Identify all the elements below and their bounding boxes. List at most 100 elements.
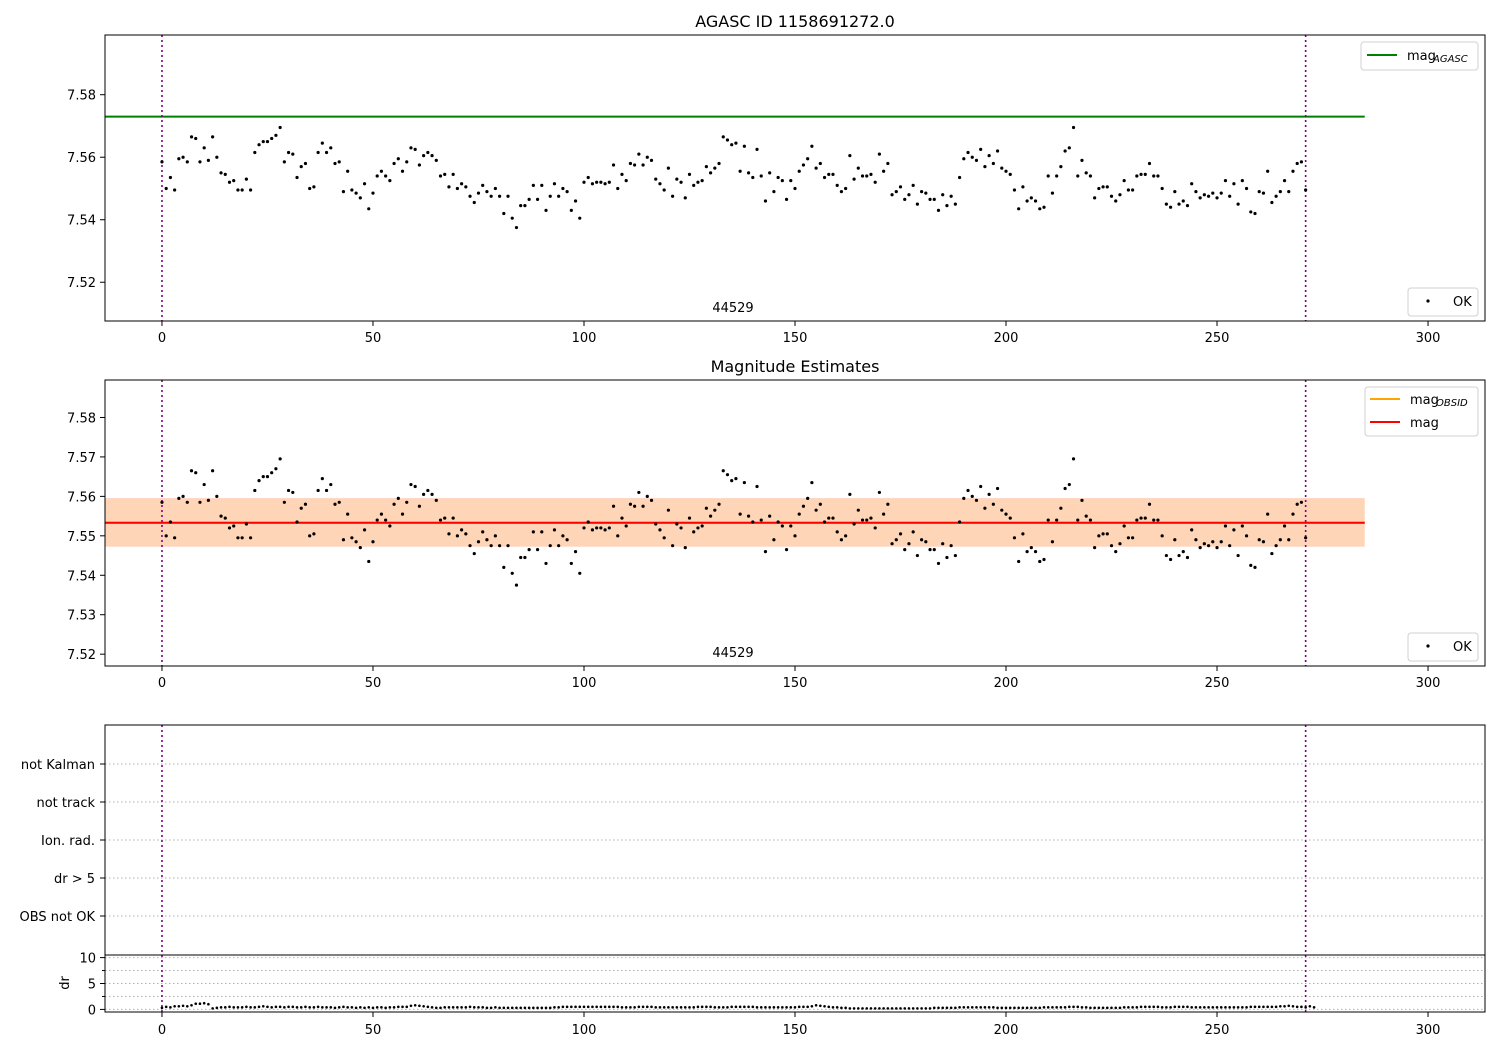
agasc-ok-point (557, 194, 561, 198)
magnitude-ok-point (1105, 532, 1109, 536)
magnitude-ok-point (206, 498, 210, 502)
magnitude-ok-point (227, 526, 232, 530)
magnitude-ok-point (506, 544, 510, 548)
agasc-ok-point (561, 186, 565, 191)
dr-point (228, 1005, 231, 1009)
magnitude-ok-point (388, 524, 392, 528)
agasc-ok-point (603, 182, 607, 186)
agasc-ok-point (257, 143, 261, 147)
magnitude-ok-point (784, 548, 789, 552)
magnitude-legend-ok: OK (1453, 640, 1472, 655)
dr-point (992, 1006, 995, 1009)
dr-point (481, 1006, 485, 1009)
dr-point (578, 1005, 582, 1009)
magnitude-ok-point (1304, 536, 1308, 540)
dr-point (979, 1006, 982, 1009)
agasc-ok-point (185, 160, 189, 164)
dr-point (536, 1006, 539, 1010)
agasc-ok-point (616, 186, 620, 191)
agasc-ok-point (198, 160, 202, 164)
agasc-legend-points: OK (1407, 287, 1479, 317)
magnitude-ok-point (633, 504, 637, 508)
agasc-xtick-label: 250 (1205, 331, 1230, 346)
agasc-ok-point (1270, 200, 1274, 205)
dr-point (1312, 1006, 1316, 1009)
agasc-ok-point (569, 208, 573, 212)
agasc-ok-point (607, 180, 611, 184)
dr-point (658, 1006, 662, 1009)
agasc-ok-point (278, 125, 282, 130)
dr-point (937, 1006, 940, 1010)
agasc-ok-point (1160, 186, 1164, 191)
agasc-ok-point (1202, 193, 1206, 197)
dr-point (287, 1005, 290, 1009)
magnitude-ok-point (814, 508, 818, 512)
magnitude-xtick-label: 200 (994, 676, 1019, 691)
agasc-ok-point (1055, 174, 1059, 178)
dr-point (1042, 1006, 1046, 1009)
magnitude-ok-point (211, 469, 215, 473)
agasc-ok-point (869, 172, 873, 177)
agasc-ok-point (219, 171, 223, 175)
magnitude-ok-point (1266, 512, 1270, 516)
magnitude-ok-point (1249, 563, 1253, 568)
magnitude-ok-point (1164, 553, 1168, 558)
flag-label: Ion. rad. (41, 834, 95, 849)
dr-point (1013, 1006, 1016, 1010)
magnitude-ok-point (400, 512, 405, 516)
magnitude-ok-point (894, 538, 898, 542)
magnitude-ok-point (384, 518, 388, 522)
magnitude-ok-point (434, 498, 438, 502)
magnitude-ok-point (645, 494, 649, 498)
dr-point (975, 1006, 978, 1009)
magnitude-ok-point (987, 492, 991, 496)
dr-point (861, 1007, 864, 1010)
magnitude-ok-point (346, 512, 350, 516)
dr-point (215, 1006, 219, 1010)
magnitude-ytick-label: 7.54 (67, 569, 96, 584)
magnitude-ok-point (1131, 536, 1135, 540)
agasc-ok-point (738, 169, 742, 173)
agasc-ok-point (995, 149, 1000, 153)
agasc-ok-point (822, 175, 827, 180)
dr-point (464, 1006, 468, 1009)
dr-point (430, 1006, 434, 1009)
dr-point (654, 1006, 658, 1009)
magnitude-ok-point (696, 526, 700, 530)
magnitude-ok-point (789, 524, 793, 528)
magnitude-ok-point (202, 482, 206, 487)
agasc-ok-point (586, 175, 590, 180)
agasc-ok-point (1168, 205, 1173, 209)
magnitude-ok-point (261, 475, 265, 479)
magnitude-ok-point (936, 561, 941, 566)
agasc-ok-point (898, 185, 903, 189)
agasc-ok-point (793, 186, 797, 191)
magnitude-ok-point (1173, 538, 1177, 542)
dr-point (683, 1006, 687, 1009)
magnitude-ok-point (962, 496, 966, 500)
dr-point (1017, 1006, 1020, 1010)
agasc-ok-point (624, 179, 628, 183)
magnitude-ok-point (831, 516, 835, 520)
dr-point (764, 1006, 767, 1009)
dr-point (570, 1005, 573, 1009)
magnitude-ok-point (531, 530, 535, 534)
flag-label: dr > 5 (54, 872, 95, 887)
dr-point (954, 1006, 957, 1010)
agasc-ok-point (687, 172, 692, 177)
dr-point (928, 1007, 932, 1010)
dr-point (181, 1004, 185, 1008)
dr-point (970, 1006, 974, 1009)
magnitude-ok-point (189, 469, 194, 473)
magnitude-ok-point (510, 571, 514, 575)
magnitude-legend-obsid-main: mag (1410, 393, 1439, 408)
magnitude-ok-point (844, 534, 848, 538)
magnitude-ok-point (907, 542, 911, 546)
agasc-ok-point (911, 183, 915, 187)
dr-point (1118, 1006, 1122, 1010)
magnitude-ok-point (738, 512, 742, 516)
dr-point (721, 1006, 725, 1009)
magnitude-ok-point (590, 528, 595, 532)
agasc-ok-point (510, 216, 514, 220)
agasc-ok-point (1190, 182, 1194, 186)
